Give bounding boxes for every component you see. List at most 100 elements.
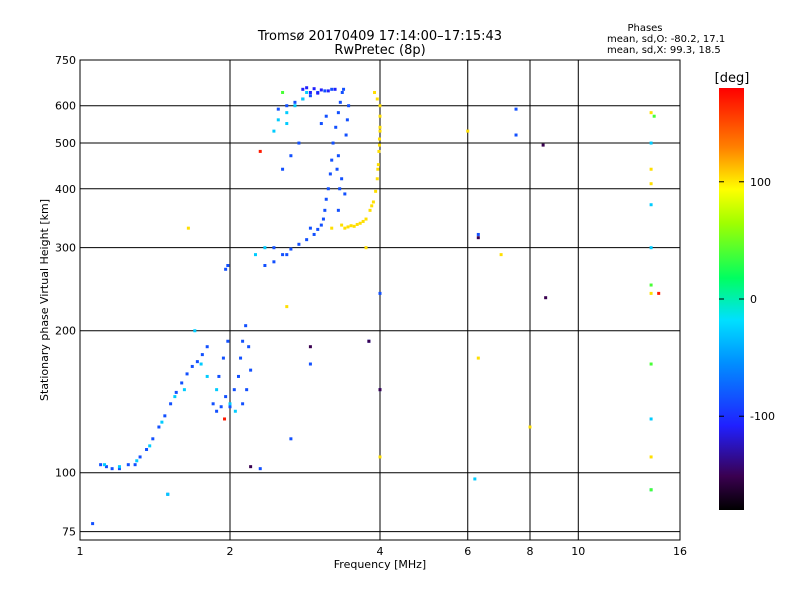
y-tick-label: 750 — [55, 54, 76, 67]
data-point — [652, 114, 656, 118]
data-point — [312, 232, 316, 236]
data-point — [364, 246, 368, 250]
data-point — [160, 420, 164, 424]
data-point — [355, 222, 359, 226]
data-point — [193, 329, 197, 333]
data-point — [374, 189, 378, 193]
data-point — [316, 227, 320, 231]
y-tick-label: 100 — [55, 467, 76, 480]
data-point — [285, 104, 289, 108]
data-point — [145, 447, 149, 451]
data-point — [349, 224, 353, 228]
data-point — [336, 208, 340, 212]
data-point — [528, 425, 532, 429]
data-point — [228, 402, 232, 406]
data-point — [305, 90, 309, 94]
data-point — [281, 167, 285, 171]
data-point — [321, 217, 325, 221]
data-point — [205, 345, 209, 349]
data-point — [272, 260, 276, 264]
data-point — [649, 203, 653, 207]
data-point — [285, 253, 289, 257]
data-point — [219, 405, 223, 409]
x-axis-label: Frequency [MHz] — [334, 558, 426, 571]
data-point — [249, 368, 253, 372]
colorbar-label: [deg] — [715, 71, 750, 86]
data-point — [326, 89, 330, 93]
data-point — [215, 409, 219, 413]
data-point — [91, 522, 95, 526]
data-point — [224, 267, 228, 271]
data-point — [185, 372, 189, 376]
data-point — [200, 353, 204, 357]
data-point — [344, 133, 348, 137]
data-point — [378, 114, 382, 118]
data-point — [239, 356, 243, 360]
data-point — [312, 87, 316, 91]
data-point — [276, 107, 280, 111]
data-point — [157, 425, 161, 429]
data-point — [649, 455, 653, 459]
data-point — [649, 167, 653, 171]
data-point — [151, 437, 155, 441]
data-point — [308, 226, 312, 230]
data-point — [514, 107, 518, 111]
colorbar-ticks: 100 0 -100 — [719, 176, 775, 423]
data-point — [340, 223, 344, 227]
data-point — [378, 125, 382, 129]
data-point — [221, 356, 225, 360]
data-point — [308, 94, 312, 98]
data-point — [163, 414, 167, 418]
data-point — [361, 219, 365, 223]
data-point — [358, 221, 362, 225]
data-point — [169, 402, 173, 406]
data-point — [305, 86, 309, 90]
data-point — [253, 253, 257, 257]
colorbar-tick-label: 0 — [750, 293, 757, 306]
data-point — [343, 226, 347, 230]
data-point — [375, 97, 379, 101]
x-tick-label: 16 — [673, 545, 687, 558]
data-point — [215, 388, 219, 392]
data-point — [233, 409, 237, 413]
data-point — [232, 388, 236, 392]
data-point — [272, 129, 276, 133]
data-point — [649, 488, 653, 492]
data-point — [228, 405, 232, 409]
data-point — [371, 200, 375, 204]
data-point — [649, 291, 653, 295]
data-point — [263, 264, 267, 268]
data-point — [331, 141, 335, 145]
data-point — [293, 100, 297, 104]
data-point — [338, 187, 342, 191]
data-point — [135, 459, 139, 463]
data-point — [249, 465, 253, 469]
data-point — [377, 143, 381, 147]
data-point — [649, 362, 653, 366]
x-tick-label: 4 — [377, 545, 384, 558]
colorbar-tick-label: 100 — [750, 176, 771, 189]
data-points — [91, 86, 661, 526]
data-point — [476, 236, 480, 240]
data-point — [126, 463, 130, 467]
data-point — [99, 463, 103, 467]
data-point — [223, 417, 227, 421]
data-point — [174, 390, 178, 394]
data-point — [330, 87, 334, 91]
x-tick-label: 1 — [77, 545, 84, 558]
data-point — [352, 224, 356, 228]
data-point — [473, 477, 477, 481]
data-point — [148, 444, 152, 448]
data-point — [297, 242, 301, 246]
data-point — [305, 238, 309, 242]
phase-stats-o: mean, sd,O: -80.2, 17.1 — [607, 34, 725, 45]
data-point — [367, 339, 371, 343]
data-point — [319, 223, 323, 227]
y-tick-label: 600 — [55, 100, 76, 113]
data-point — [544, 296, 548, 300]
data-point — [316, 91, 320, 95]
data-point — [377, 137, 381, 141]
data-point — [378, 291, 382, 295]
data-point — [297, 141, 301, 145]
